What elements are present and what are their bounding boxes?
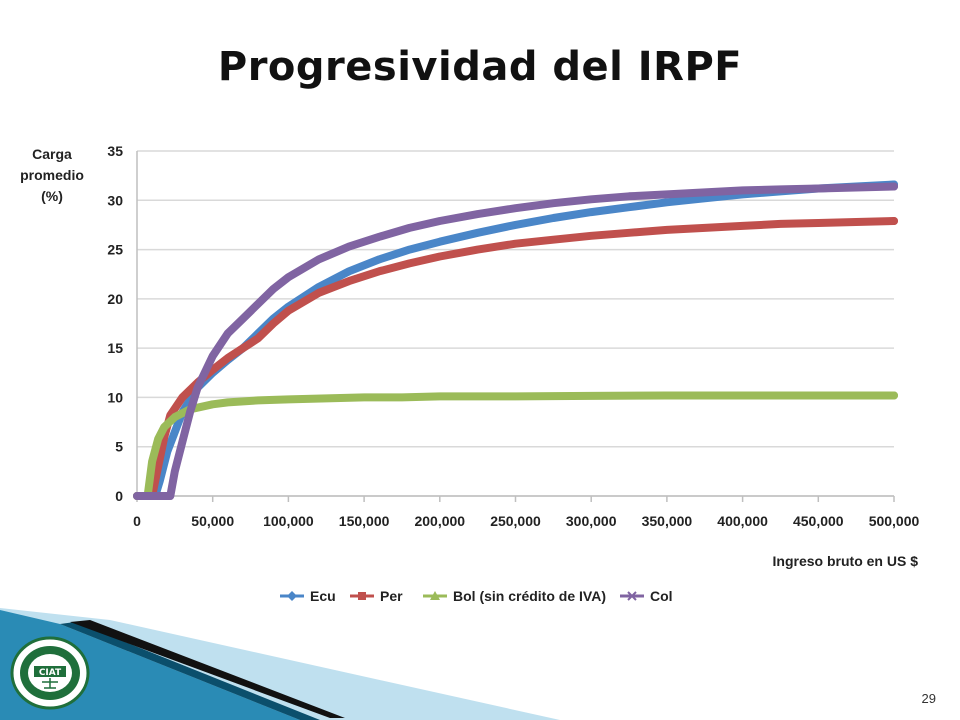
grid-lines (136, 150, 895, 502)
y-tick-label: 5 (115, 439, 123, 455)
y-axis-title: Carga promedio (%) (20, 146, 84, 204)
x-tick-label: 200,000 (414, 513, 465, 529)
y-tick-label: 30 (107, 192, 123, 208)
x-tick-labels: 0 50,000 100,000 150,000 200,000 250,000 300,0… (133, 513, 919, 529)
legend-label: Bol (sin crédito de IVA) (453, 588, 606, 604)
legend-label: Col (650, 588, 673, 604)
footer-decoration (0, 608, 560, 720)
legend-marker-square (358, 592, 366, 600)
x-tick-label: 0 (133, 513, 141, 529)
series-line-bol (133, 391, 898, 500)
legend-item-col: Col (620, 588, 673, 604)
y-tick-labels: 0 5 10 15 20 25 30 35 (107, 143, 123, 504)
institution-seal-icon: CIAT (10, 636, 90, 710)
x-tick-label: 300,000 (566, 513, 617, 529)
x-tick-label: 500,000 (869, 513, 920, 529)
y-tick-label: 10 (107, 389, 123, 405)
legend-item-per: Per (350, 588, 403, 604)
legend-item-ecu: Ecu (280, 588, 336, 604)
legend-label: Per (380, 588, 403, 604)
y-axis-title-line: promedio (20, 167, 84, 183)
x-tick-label: 400,000 (717, 513, 768, 529)
legend-label: Ecu (310, 588, 336, 604)
legend-marker-x (627, 591, 637, 601)
legend: Ecu Per Bol (sin crédito de IVA) Col (280, 588, 673, 604)
y-axis-title-line: (%) (41, 188, 63, 204)
x-tick-label: 350,000 (642, 513, 693, 529)
series-end-point-per (890, 216, 898, 225)
x-tick-label: 100,000 (263, 513, 314, 529)
series-layer (133, 180, 898, 500)
logo-text: CIAT (39, 668, 62, 678)
series-line-per (133, 217, 898, 500)
y-axis-title-line: Carga (32, 146, 72, 162)
y-tick-label: 20 (107, 291, 123, 307)
series-end-point-bol (890, 391, 898, 400)
x-axis-title: Ingreso bruto en US $ (773, 553, 919, 569)
series-end-point-col (890, 182, 898, 191)
x-tick-label: 250,000 (490, 513, 541, 529)
series-line-col (133, 182, 898, 500)
y-tick-label: 15 (107, 340, 123, 356)
legend-item-bol: Bol (sin crédito de IVA) (423, 588, 606, 604)
y-tick-label: 25 (107, 242, 123, 258)
slide-title: Progresividad del IRPF (217, 44, 743, 90)
y-tick-label: 0 (115, 488, 123, 504)
legend-marker-triangle (430, 591, 440, 600)
page-number: 29 (921, 691, 936, 706)
legend-marker-diamond (287, 591, 297, 601)
x-tick-label: 150,000 (339, 513, 390, 529)
y-tick-label: 35 (107, 143, 123, 159)
x-tick-label: 50,000 (191, 513, 234, 529)
x-tick-label: 450,000 (793, 513, 844, 529)
